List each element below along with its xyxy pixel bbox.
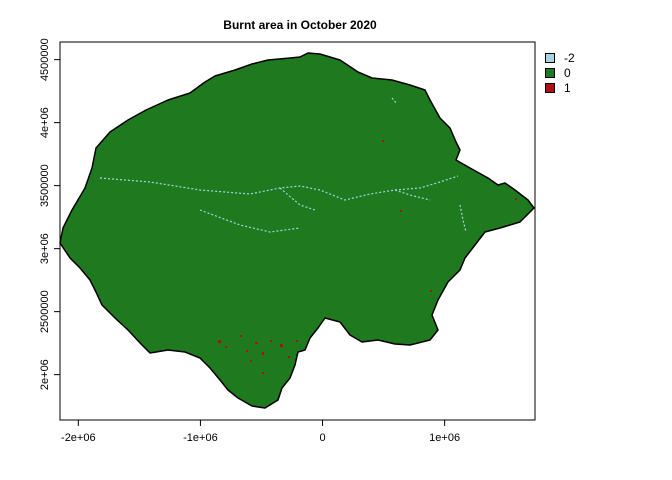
y-tick-label: 4500000 xyxy=(39,38,51,81)
legend-swatch xyxy=(545,52,555,63)
legend-label: -2 xyxy=(564,50,575,65)
y-tick-label: 3500000 xyxy=(39,164,51,207)
legend-item: -2 xyxy=(545,50,575,65)
legend-label: 1 xyxy=(564,80,571,95)
y-axis: 2e+06 2500000 3e+06 3500000 4e+06 4500000 xyxy=(39,38,60,390)
map-title: Burnt area in October 2020 xyxy=(223,18,377,32)
x-axis: -2e+06 -1e+06 0 1e+06 xyxy=(61,420,460,444)
legend-label: 0 xyxy=(564,65,571,80)
x-tick-label: -2e+06 xyxy=(61,432,96,444)
river-network xyxy=(99,97,467,233)
legend-item: 0 xyxy=(545,65,575,80)
legend-item: 1 xyxy=(545,80,575,95)
legend-swatch xyxy=(545,67,555,78)
y-tick-label: 2500000 xyxy=(39,290,51,333)
x-tick-label: -1e+06 xyxy=(183,432,218,444)
plot-frame xyxy=(59,41,536,421)
legend-swatch xyxy=(545,82,555,93)
burnt-pixels xyxy=(218,140,517,374)
x-tick-label: 1e+06 xyxy=(429,432,460,444)
x-tick-label: 0 xyxy=(319,432,325,444)
y-tick-label: 3e+06 xyxy=(39,233,51,264)
y-tick-label: 2e+06 xyxy=(39,359,51,390)
basin-region xyxy=(59,52,535,409)
y-tick-label: 4e+06 xyxy=(39,107,51,138)
legend: -2 0 1 xyxy=(545,50,575,95)
